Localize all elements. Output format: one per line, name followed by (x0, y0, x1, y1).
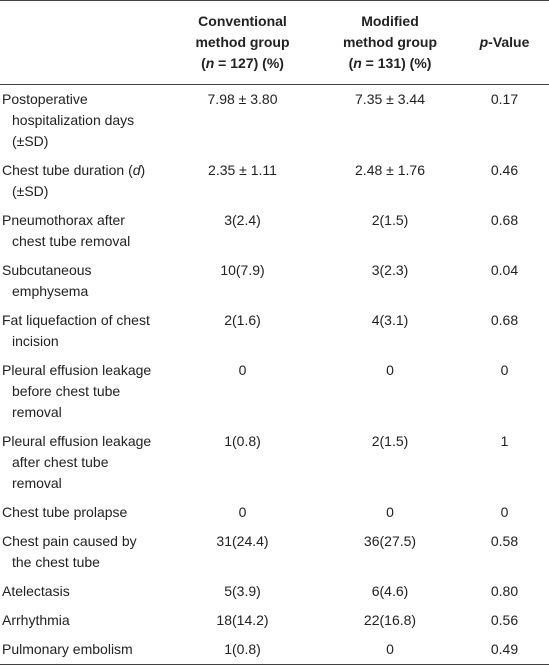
header-cell: Modified method group (n = 131) (%) (320, 0, 460, 85)
text: Pulmonary embolism (2, 641, 133, 657)
table-row: Chest pain caused by the chest tube 31(24… (0, 527, 549, 577)
table-row: Chest tube duration (d) (±SD) 2.35 ± 1.11… (0, 156, 549, 206)
text: Pneumothorax after chest tube removal (2, 212, 131, 249)
row-label: Pneumothorax after chest tube removal (0, 206, 165, 256)
table-body: Postoperative hospitalization days (±SD)… (0, 85, 549, 665)
text: Chest pain caused by the chest tube (2, 533, 137, 570)
text: Subcutaneous emphysema (2, 262, 92, 299)
cell: 2(1.5) (371, 433, 409, 449)
cell: 7.35 ± 3.44 (355, 91, 425, 107)
text: -Value (488, 34, 530, 50)
table-row: Pleural effusion leakage after chest tub… (0, 427, 549, 498)
italic-text: d (132, 162, 141, 178)
text: Pleural effusion leakage after chest tub… (2, 433, 152, 491)
text: = 127) (%) (214, 55, 284, 71)
cell: 0 (238, 504, 247, 520)
cell: 22(16.8) (363, 612, 417, 628)
text: Pleural effusion leakage before chest tu… (2, 362, 152, 420)
cell: 2(1.6) (224, 312, 261, 328)
text: Arrhythmia (2, 612, 70, 628)
header-cell: Conventional method group (n = 127) (%) (165, 0, 320, 85)
table-row: Atelectasis 5(3.9) 6(4.6) 0.80 (0, 577, 549, 606)
cell: 18(14.2) (216, 612, 269, 628)
cell: 5(3.9) (224, 583, 261, 599)
cell: 0 (386, 362, 394, 378)
cell: 0 (386, 641, 394, 657)
italic-text: n (205, 55, 215, 71)
cell: 4(3.1) (371, 312, 409, 328)
row-label: Chest pain caused by the chest tube (0, 527, 165, 577)
table-row: Arrhythmia 18(14.2) 22(16.8) 0.56 (0, 606, 549, 635)
row-label: Chest tube duration (d) (±SD) (0, 156, 165, 206)
cell: 3(2.3) (371, 262, 409, 278)
cell: 10(7.9) (220, 262, 265, 278)
table-row: Pulmonary embolism 1(0.8) 0 0.49 (0, 635, 549, 665)
cell: 0.17 (490, 91, 519, 107)
row-label: Chest tube prolapse (0, 498, 165, 527)
cell: 0.56 (490, 612, 519, 628)
cell: 6(4.6) (371, 583, 409, 599)
cell: 0.49 (490, 641, 519, 657)
text: Modified method group ( (342, 13, 438, 71)
header-cell (0, 0, 165, 85)
row-label: Pleural effusion leakage after chest tub… (0, 427, 165, 498)
header-row: Conventional method group (n = 127) (%) M… (0, 0, 549, 85)
cell: 0 (500, 362, 509, 378)
text: Conventional method group ( (195, 13, 290, 71)
text: ) (±SD) (12, 162, 146, 199)
cell: 2.48 ± 1.76 (355, 162, 425, 178)
table-row: Postoperative hospitalization days (±SD)… (0, 85, 549, 157)
text: Postoperative hospitalization days (±SD) (2, 91, 135, 149)
text: Chest tube prolapse (2, 504, 128, 520)
row-label: Pulmonary embolism (0, 635, 165, 665)
row-label: Subcutaneous emphysema (0, 256, 165, 306)
table-row: Chest tube prolapse 0 0 0 (0, 498, 549, 527)
text: = 131) (%) (361, 55, 432, 71)
header-cell: p-Value (460, 0, 549, 85)
italic-text: p (479, 34, 489, 50)
cell: 0.68 (490, 312, 519, 328)
cell: 0.46 (490, 162, 519, 178)
cell: 7.98 ± 3.80 (207, 91, 278, 107)
text: Atelectasis (2, 583, 70, 599)
cell: 2(1.5) (371, 212, 409, 228)
cell: 1(0.8) (224, 433, 261, 449)
table-row: Subcutaneous emphysema 10(7.9) 3(2.3) 0.04 (0, 256, 549, 306)
cell: 36(27.5) (363, 533, 417, 549)
italic-text: n (353, 55, 362, 71)
row-label: Pleural effusion leakage before chest tu… (0, 356, 165, 427)
table-row: Pneumothorax after chest tube removal 3(2… (0, 206, 549, 256)
cell: 31(24.4) (216, 533, 269, 549)
cell: 0 (500, 504, 509, 520)
row-label: Arrhythmia (0, 606, 165, 635)
text: Fat liquefaction of chest incision (2, 312, 150, 349)
cell: 0.68 (490, 212, 519, 228)
cell: 2.35 ± 1.11 (208, 162, 277, 178)
cell: 0.58 (490, 533, 519, 549)
row-label: Fat liquefaction of chest incision (0, 306, 165, 356)
text: Chest tube duration ( (2, 162, 133, 178)
table-row: Fat liquefaction of chest incision 2(1.6)… (0, 306, 549, 356)
cell: 0.04 (490, 262, 519, 278)
cell: 0 (386, 504, 394, 520)
cell: 0 (238, 362, 247, 378)
cell: 1(0.8) (224, 641, 261, 657)
cell: 1 (500, 433, 509, 449)
table-row: Pleural effusion leakage before chest tu… (0, 356, 549, 427)
row-label: Postoperative hospitalization days (±SD) (0, 85, 165, 157)
cell: 0.80 (490, 583, 519, 599)
cell: 3(2.4) (224, 212, 261, 228)
row-label: Atelectasis (0, 577, 165, 606)
